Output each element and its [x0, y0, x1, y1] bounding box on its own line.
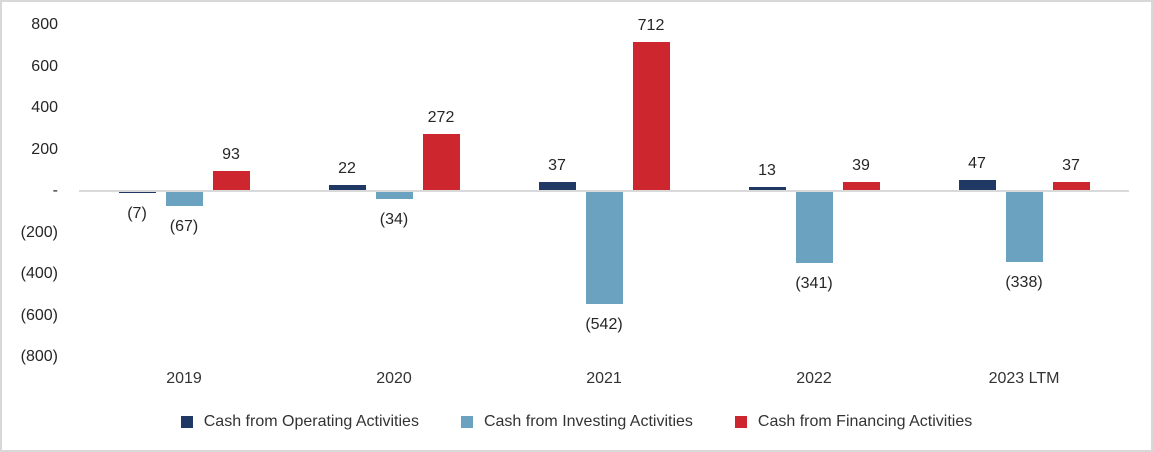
x-label-2020: 2020 [376, 370, 412, 387]
x-axis-zero-line [79, 190, 1129, 192]
bar-investing-2020 [375, 192, 413, 200]
legend: Cash from Operating Activities Cash from … [2, 411, 1151, 433]
value-label-financing-2021: 712 [637, 17, 665, 35]
x-label-2019: 2019 [166, 370, 202, 387]
value-label-investing-2019: (67) [169, 217, 199, 235]
bar-financing-2022 [842, 181, 880, 190]
y-tick-label--200: (200) [20, 223, 58, 241]
legend-label-investing: Cash from Investing Activities [483, 413, 693, 430]
y-tick-label-400: 400 [31, 99, 58, 116]
value-label-investing-2022: (341) [795, 274, 833, 292]
value-label-investing-2023-ltm: (338) [1005, 274, 1043, 292]
y-tick-label--400: (400) [20, 265, 58, 282]
value-label-operating-2022: 13 [758, 162, 776, 180]
bar-operating-2023-ltm [958, 180, 996, 190]
value-label-financing-2022: 39 [852, 156, 870, 174]
value-label-operating-2019: (7) [127, 205, 147, 223]
bar-investing-2019 [165, 192, 203, 206]
value-label-investing-2021: (542) [585, 316, 623, 334]
value-label-investing-2020: (34) [379, 211, 409, 229]
y-tick-label-600: 600 [31, 57, 58, 75]
x-label-2022: 2022 [796, 370, 832, 387]
value-label-financing-2020: 272 [427, 108, 455, 126]
bar-investing-2023-ltm [1005, 192, 1043, 263]
legend-item-financing: Cash from Financing Activities [734, 411, 973, 433]
legend-item-investing: Cash from Investing Activities [460, 411, 693, 433]
bar-financing-2019 [212, 170, 250, 190]
bar-financing-2023-ltm [1052, 182, 1090, 190]
bar-investing-2022 [795, 192, 833, 263]
y-tick-label-200: 200 [31, 140, 58, 158]
bar-financing-2021 [632, 42, 670, 190]
x-label-2021: 2021 [586, 370, 622, 387]
bar-operating-2020 [328, 185, 366, 190]
value-label-operating-2020: 22 [338, 160, 356, 178]
y-tick-label-800: 800 [31, 16, 58, 33]
value-label-operating-2023-ltm: 47 [968, 155, 986, 173]
bar-operating-2021 [538, 182, 576, 190]
legend-swatch-financing [734, 416, 747, 428]
legend-swatch-operating [180, 416, 193, 428]
y-tick-label--800: (800) [20, 348, 58, 365]
legend-item-operating: Cash from Operating Activities [180, 411, 419, 433]
bar-financing-2020 [422, 133, 460, 190]
x-label-2023-ltm: 2023 LTM [988, 370, 1060, 387]
y-tick-label-0: - [52, 182, 58, 199]
legend-swatch-investing [460, 416, 473, 428]
legend-label-financing: Cash from Financing Activities [757, 413, 973, 430]
bar-investing-2021 [585, 192, 623, 305]
value-label-operating-2021: 37 [548, 157, 566, 175]
value-label-financing-2023-ltm: 37 [1062, 157, 1080, 175]
y-tick-label--600: (600) [20, 306, 58, 324]
bar-operating-2022 [748, 187, 786, 190]
value-label-financing-2019: 93 [222, 145, 240, 163]
legend-label-operating: Cash from Operating Activities [203, 413, 419, 430]
bar-operating-2019 [118, 192, 156, 194]
